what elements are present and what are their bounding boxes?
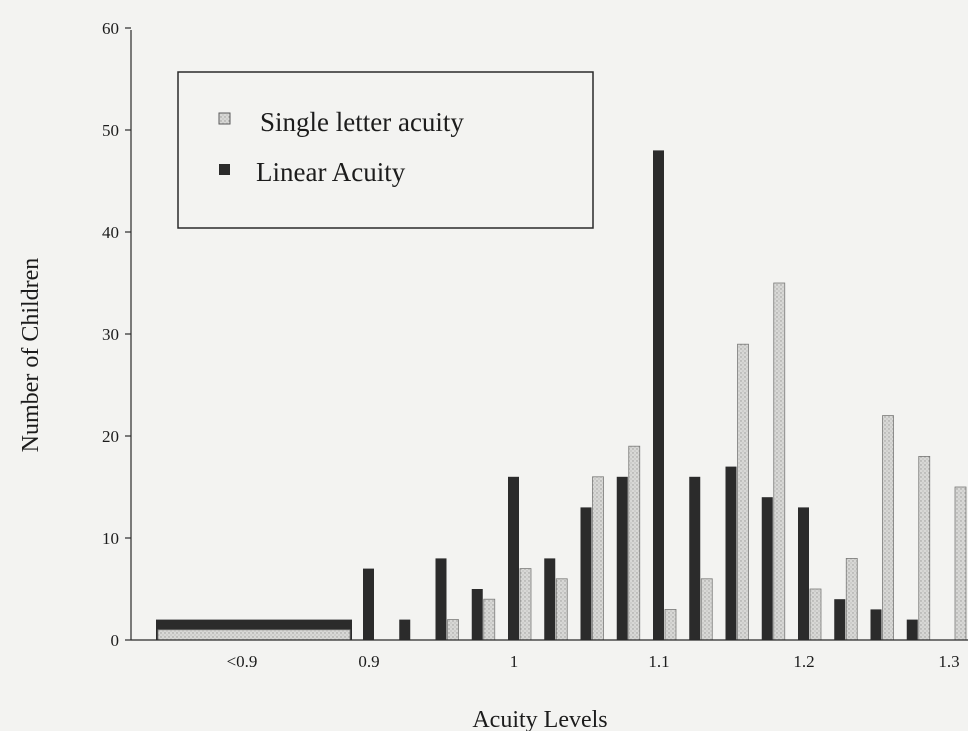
bar-linear — [544, 558, 556, 640]
bar-single — [519, 568, 532, 641]
bar-single — [773, 282, 786, 641]
x-tick-label: 1.3 — [938, 652, 959, 671]
legend-label-single: Single letter acuity — [260, 107, 464, 137]
x-tick-label: 0.9 — [358, 652, 379, 671]
bar-single — [700, 578, 713, 641]
bar-linear — [870, 609, 882, 640]
bar-linear — [834, 599, 846, 640]
bar-linear — [798, 507, 809, 640]
bar-single — [954, 486, 967, 641]
bar-linear — [508, 476, 519, 640]
bar-single — [809, 588, 822, 641]
bar-single — [845, 558, 858, 641]
bar-single — [882, 415, 894, 641]
bar-single — [592, 476, 604, 641]
legend-label-linear: Linear Acuity — [256, 157, 406, 187]
bar-single — [664, 609, 677, 641]
bar-single — [483, 598, 496, 641]
bar-single — [628, 445, 641, 641]
x-tick-label: <0.9 — [227, 652, 258, 671]
bar-linear — [725, 466, 737, 640]
bar-linear — [653, 150, 664, 640]
y-tick-label: 30 — [102, 325, 119, 344]
bar-single — [737, 343, 749, 641]
bar-single — [555, 578, 568, 641]
x-tick-label: 1.2 — [793, 652, 814, 671]
y-axis-title: Number of Children — [18, 258, 44, 453]
y-tick-label: 20 — [102, 427, 119, 446]
bar-linear — [580, 507, 592, 640]
x-axis-title: Acuity Levels — [472, 707, 607, 731]
bar-single — [918, 455, 931, 641]
bar-linear — [399, 619, 411, 640]
y-tick-label: 60 — [102, 19, 119, 38]
legend-swatch-linear — [219, 164, 230, 175]
y-tick-label: 0 — [111, 631, 120, 650]
bar-linear — [761, 497, 773, 640]
bar-linear — [471, 589, 483, 640]
bar-single — [157, 629, 351, 641]
y-ticks: 0 10 20 30 40 50 60 — [102, 19, 131, 650]
bar-linear — [616, 476, 628, 640]
legend-box — [177, 71, 594, 229]
legend-swatch-single — [218, 112, 231, 125]
bar-linear — [435, 558, 447, 640]
x-tick-label: 1.1 — [648, 652, 669, 671]
bar-linear — [363, 568, 374, 640]
bar-single — [447, 619, 459, 641]
legend: Single letter acuity Linear Acuity — [177, 71, 594, 229]
y-tick-label: 50 — [102, 121, 119, 140]
bar-linear — [689, 476, 701, 640]
x-tick-label: 1 — [510, 652, 519, 671]
bars-layer — [156, 150, 967, 641]
bar-linear — [906, 619, 918, 640]
x-ticks: <0.9 0.9 1 1.1 1.2 1.3 — [227, 652, 960, 671]
y-tick-label: 40 — [102, 223, 119, 242]
y-tick-label: 10 — [102, 529, 119, 548]
